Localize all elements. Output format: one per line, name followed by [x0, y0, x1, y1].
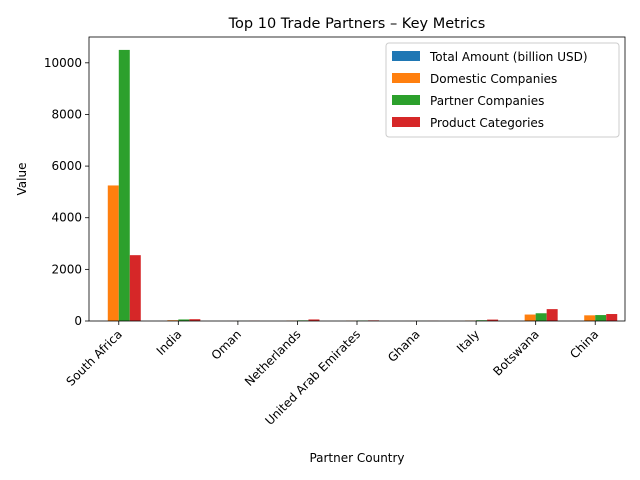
bar-4-7 — [487, 319, 499, 321]
bar-4-4 — [308, 319, 320, 321]
y-tick-label: 10000 — [44, 56, 82, 70]
legend-label: Product Categories — [430, 116, 544, 130]
chart-title: Top 10 Trade Partners – Key Metrics — [228, 16, 486, 32]
legend-label: Domestic Companies — [430, 72, 557, 86]
x-tick-label: Botswana — [490, 327, 541, 378]
bar-2-9 — [584, 315, 596, 321]
y-tick-label: 8000 — [51, 107, 82, 121]
legend: Total Amount (billion USD) Domestic Compa… — [385, 42, 620, 138]
legend-label: Partner Companies — [430, 94, 544, 108]
bar-2-1 — [107, 185, 119, 321]
legend-label: Total Amount (billion USD) — [429, 50, 588, 64]
bar-3-2 — [178, 319, 190, 321]
y-tick-label: 0 — [74, 314, 82, 328]
legend-swatch — [392, 117, 420, 127]
x-axis-label: Partner Country — [309, 451, 404, 465]
bar-4-1 — [129, 255, 141, 321]
legend-swatch — [392, 73, 420, 83]
y-tick-label: 4000 — [51, 211, 82, 225]
x-tick-label: India — [154, 327, 185, 358]
x-tick-label: South Africa — [63, 327, 124, 388]
y-tick-label: 6000 — [51, 159, 82, 173]
bar-2-8 — [524, 314, 536, 321]
bar-3-1 — [118, 49, 130, 322]
y-tick-label: 2000 — [51, 262, 82, 276]
bar-4-8 — [546, 309, 558, 321]
bar-3-9 — [595, 315, 607, 321]
y-axis-label: Value — [15, 163, 29, 196]
legend-box — [385, 42, 620, 138]
x-tick-label: Netherlands — [242, 327, 304, 389]
bar-4-9 — [606, 314, 618, 321]
bar-3-8 — [535, 313, 547, 321]
legend-swatch — [392, 51, 420, 61]
x-tick-label: Ghana — [385, 327, 423, 365]
x-tick-label: Oman — [209, 327, 244, 362]
legend-swatch — [392, 95, 420, 105]
x-tick-label: China — [567, 327, 601, 361]
bars-layer — [96, 49, 618, 322]
bar-4-2 — [189, 319, 201, 321]
x-tick-label: Italy — [454, 327, 482, 355]
y-axis: 0 2000 4000 6000 8000 10000 — [44, 56, 89, 328]
